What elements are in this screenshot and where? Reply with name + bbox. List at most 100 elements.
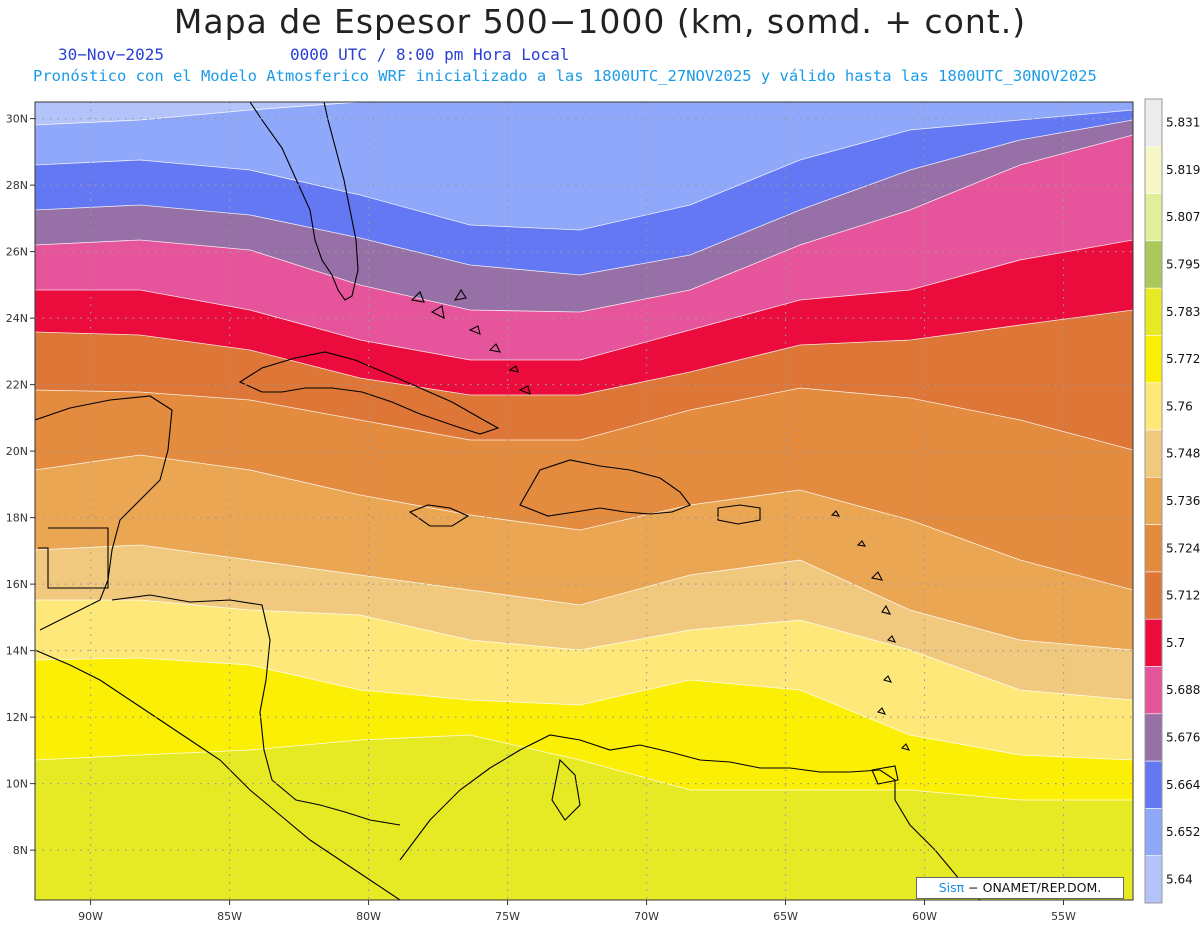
contour-line [35,102,1133,126]
colorbar-swatch [1144,193,1163,242]
thickness-bands [35,102,1133,900]
trinidad-coast [871,765,899,785]
colorbar-label: 5.688 [1166,683,1200,697]
colorbar-label: 5.652 [1166,825,1200,839]
credit-text: − ONAMET/REP.DOM. [968,880,1102,895]
band-5-64 [35,102,1133,125]
contour-line [35,454,1133,591]
band-5-748 [35,545,1133,700]
colorbar-label: 5.831 [1166,116,1200,130]
colorbar-label: 5.664 [1166,778,1200,792]
credit-box: Sisπ − ONAMET/REP.DOM. [916,877,1124,899]
colorbar-frame [1144,98,1163,904]
colorbar-label: 5.748 [1166,447,1200,461]
map-frame [34,101,1134,901]
lon-tick-label: 75W [495,910,520,923]
band-5-76 [35,600,1133,760]
map-title: Mapa de Espesor 500−1000 (km, somd. + co… [173,2,1027,41]
lat-tick-label: 18N [6,512,28,525]
puerto-rico-coast [717,504,761,525]
colorbar-label: 5.676 [1166,730,1200,744]
colorbar-swatch [1144,524,1163,573]
colorbar-swatch [1144,98,1163,147]
lon-tick-label: 85W [217,910,242,923]
colorbar-swatch [1144,855,1163,904]
contour-line [35,657,1133,761]
lat-tick-label: 16N [6,578,28,591]
lat-tick-label: 28N [6,179,28,192]
colorbar-swatch [1144,335,1163,384]
band-5-7 [35,240,1133,395]
axis-ticks: 30N 28N 26N 24N 22N 20N 18N 16N 14N 12N 10N 8N 90W 85… [6,113,1076,923]
forecast-time: 0000 UTC / 8:00 pm Hora Local [290,45,570,64]
band-5-772 [35,658,1133,800]
contour-line [35,109,1133,231]
contour-line [35,239,1133,361]
contour-line [35,734,1133,801]
colorbar-label: 5.795 [1166,258,1200,272]
colorbar-label: 5.772 [1166,352,1200,366]
band-5-712 [35,310,1133,450]
model-info: Pronóstico con el Modelo Atmosferico WRF… [33,67,1097,85]
contour-line [35,387,1133,451]
band-5-724 [35,388,1133,590]
colorbar-label: 5.724 [1166,541,1200,555]
lon-tick-label: 65W [773,910,798,923]
contour-line [35,134,1133,313]
lesser-antilles [830,510,911,751]
lat-tick-label: 20N [6,445,28,458]
guatemala-border [38,527,109,589]
colorbar-label: 5.7 [1166,636,1185,650]
bahamas-islands [410,288,531,395]
colorbar-label: 5.819 [1166,163,1200,177]
lat-tick-label: 10N [6,778,28,791]
colorbar-label: 5.807 [1166,210,1200,224]
colorbar: 5.831 5.819 5.807 5.795 5.783 5.772 5.76 5.748 5… [1144,98,1200,904]
central-america-coast [35,395,401,900]
colorbar-label: 5.736 [1166,494,1200,508]
florida-coast [249,102,359,301]
colorbar-label: 5.783 [1166,305,1200,319]
cuba-coast [238,351,500,435]
lon-tick-label: 60W [912,910,937,923]
colorbar-label: 5.712 [1166,589,1200,603]
colorbar-label: 5.64 [1166,872,1193,886]
lat-tick-label: 30N [6,113,28,126]
south-america-coast [399,734,981,900]
lat-tick-label: 22N [6,379,28,392]
lake-maracaibo [551,758,581,821]
band-5-783 [35,735,1133,900]
band-5-664 [35,110,1133,275]
colorbar-swatch [1144,618,1163,667]
contour-line [35,119,1133,276]
band-5-676 [35,120,1133,312]
contour-line [35,544,1133,651]
central-america-caribbean [111,594,401,826]
lat-tick-label: 8N [13,844,28,857]
credit-brand: Sisπ [938,880,965,895]
band-5-652 [35,102,1133,230]
colorbar-swatch [1144,429,1163,478]
lon-tick-label: 55W [1051,910,1076,923]
colorbar-swatch [1144,760,1163,809]
forecast-date: 30−Nov−2025 [58,45,164,64]
lat-tick-label: 26N [6,246,28,259]
colorbar-swatch [1144,382,1163,431]
colorbar-swatch [1144,145,1163,194]
colorbar-swatch [1144,808,1163,857]
plot-area [35,102,1133,900]
lon-tick-label: 80W [356,910,381,923]
colorbar-swatch [1144,240,1163,289]
lon-tick-label: 70W [634,910,659,923]
colorbar-swatch [1144,713,1163,762]
jamaica-coast [408,504,470,527]
colorbar-label: 5.76 [1166,399,1193,413]
colorbar-swatch [1144,477,1163,525]
colorbar-swatch [1144,287,1163,336]
band-5-688 [35,135,1133,360]
contour-line [35,599,1133,701]
band-5-736 [35,455,1133,650]
lat-tick-label: 14N [6,645,28,658]
lat-tick-label: 24N [6,312,28,325]
